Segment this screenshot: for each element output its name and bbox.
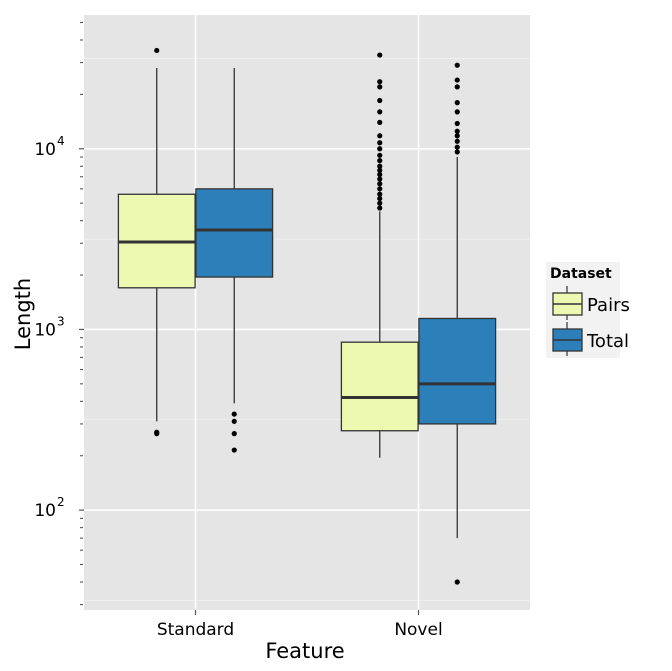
outlier-point	[377, 205, 383, 211]
outlier-point	[377, 171, 383, 178]
box-iqr	[195, 188, 274, 278]
outlier-point	[454, 133, 460, 139]
y-tick-exponent: 4	[57, 134, 65, 148]
outlier-point	[377, 176, 383, 182]
outlier-point	[231, 411, 237, 417]
outlier-point	[231, 418, 237, 424]
y-tick-exponent: 2	[57, 495, 65, 509]
outlier-point	[377, 146, 383, 152]
outlier-point	[454, 579, 460, 585]
outlier-point	[454, 138, 460, 144]
x-axis-title: Feature	[265, 639, 344, 663]
legend: Dataset Pairs Total	[546, 262, 630, 358]
box-total-standard	[195, 67, 274, 453]
box-pairs-novel	[340, 52, 419, 458]
box-total-novel	[418, 62, 497, 585]
outlier-point	[154, 47, 160, 54]
x-tick-label-novel: Novel	[394, 620, 442, 640]
outlier-point	[377, 97, 383, 104]
outlier-point	[377, 133, 383, 139]
y-axis-title: Length	[11, 278, 35, 350]
box-series	[117, 47, 497, 585]
outlier-point	[377, 52, 383, 58]
outlier-point	[377, 191, 383, 197]
outlier-point	[377, 157, 383, 164]
plot-panel	[84, 15, 530, 610]
y-tick-label: 10	[34, 140, 56, 160]
outlier-point	[454, 128, 460, 134]
outlier-point	[377, 186, 383, 192]
legend-title: Dataset	[550, 266, 612, 282]
outlier-point	[377, 195, 383, 202]
y-tick-label: 10	[34, 501, 56, 521]
legend-label-total: Total	[586, 331, 629, 352]
legend-item-total: Total	[552, 322, 629, 356]
outlier-point	[377, 84, 383, 90]
box-iqr	[418, 317, 497, 425]
outlier-point	[377, 167, 383, 173]
legend-items: Pairs Total	[552, 286, 630, 356]
outlier-point	[377, 79, 383, 85]
outlier-point	[377, 140, 383, 146]
y-tick-exponent: 3	[57, 314, 65, 328]
panel-background	[84, 15, 530, 610]
outlier-point	[454, 62, 460, 68]
outlier-point	[454, 144, 460, 150]
outlier-point	[377, 163, 383, 169]
x-tick-label-standard: Standard	[157, 620, 234, 640]
box-pairs-standard	[117, 47, 196, 437]
outlier-point	[454, 100, 460, 106]
outlier-point	[377, 200, 383, 206]
outlier-point	[231, 447, 237, 453]
outlier-point	[454, 84, 460, 90]
outlier-point	[377, 152, 383, 158]
outlier-point	[454, 120, 460, 127]
outlier-point	[154, 429, 160, 435]
box-iqr	[340, 341, 419, 432]
outlier-point	[454, 77, 460, 83]
outlier-point	[377, 109, 383, 115]
outlier-point	[454, 149, 460, 155]
outlier-point	[377, 119, 383, 125]
y-tick-label: 10	[34, 320, 56, 340]
outlier-point	[454, 109, 460, 115]
outlier-point	[377, 181, 383, 187]
legend-label-pairs: Pairs	[587, 295, 630, 316]
legend-item-pairs: Pairs	[552, 286, 630, 320]
outlier-point	[231, 431, 237, 437]
